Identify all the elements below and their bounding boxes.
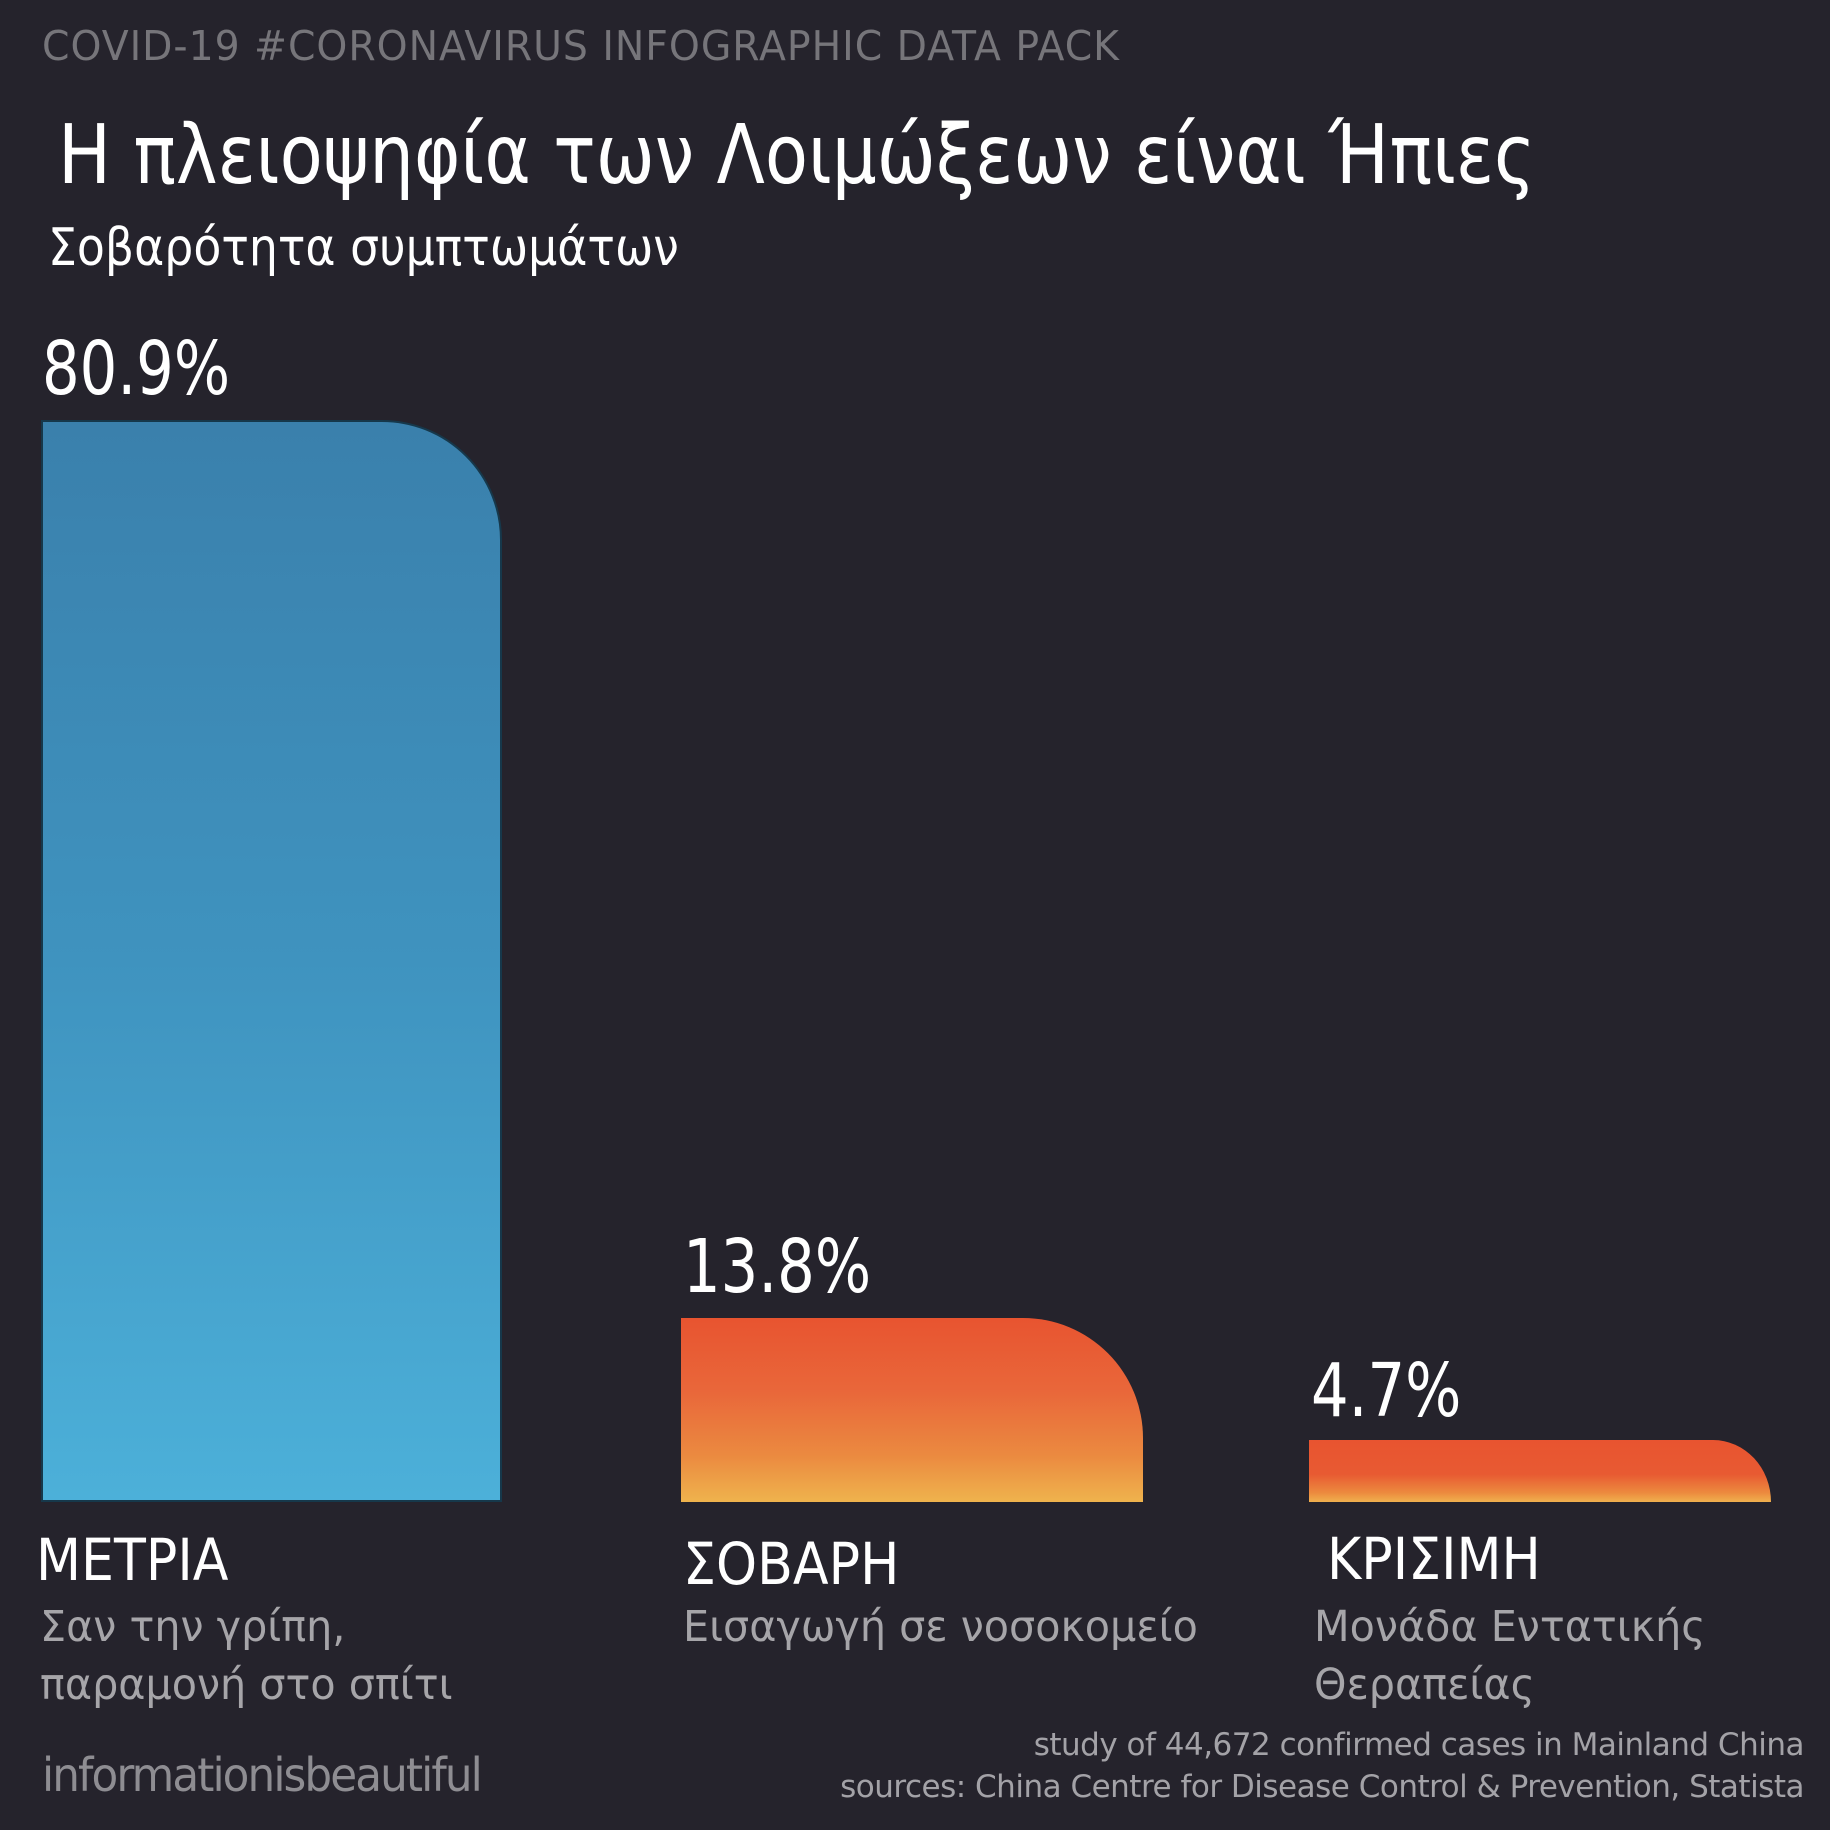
- desc-line: Μονάδα Εντατικής: [1314, 1602, 1706, 1652]
- value-label-critical: 4.7%: [1311, 1348, 1462, 1434]
- chart-subtitle: Σοβαρότητα συμπτωμάτων: [48, 218, 679, 278]
- pack-title: COVID-19 #CORONAVIRUS INFOGRAPHIC DATA P…: [42, 22, 1120, 70]
- value-label-severe: 13.8%: [683, 1224, 872, 1310]
- category-desc-mild: Σαν την γρίπη, παραμονή στο σπίτι: [40, 1598, 453, 1714]
- category-label-critical: ΚΡΙΣΙΜΗ: [1327, 1525, 1541, 1593]
- desc-line: Σαν την γρίπη,: [40, 1602, 346, 1652]
- bar-critical: [1309, 1440, 1771, 1502]
- desc-line: παραμονή στο σπίτι: [40, 1660, 453, 1710]
- value-label-mild: 80.9%: [42, 326, 231, 412]
- desc-line: Θεραπείας: [1314, 1660, 1535, 1710]
- desc-line: Εισαγωγή σε νοσοκομείο: [683, 1602, 1198, 1652]
- chart-title: Η πλειοψηφία των Λοιμώξεων είναι Ήπιες: [58, 108, 1536, 203]
- bar-severe: [681, 1318, 1143, 1502]
- category-label-mild: ΜΕΤΡΙΑ: [36, 1526, 229, 1594]
- study-note: study of 44,672 confirmed cases in Mainl…: [1033, 1727, 1805, 1763]
- brand-logo: informationisbeautiful: [42, 1748, 483, 1802]
- category-desc-critical: Μονάδα Εντατικής Θεραπείας: [1314, 1598, 1705, 1714]
- category-desc-severe: Εισαγωγή σε νοσοκομείο: [683, 1598, 1198, 1656]
- category-label-severe: ΣΟΒΑΡΗ: [683, 1530, 900, 1598]
- sources-note: sources: China Centre for Disease Contro…: [840, 1769, 1804, 1805]
- bar-mild: [41, 420, 502, 1502]
